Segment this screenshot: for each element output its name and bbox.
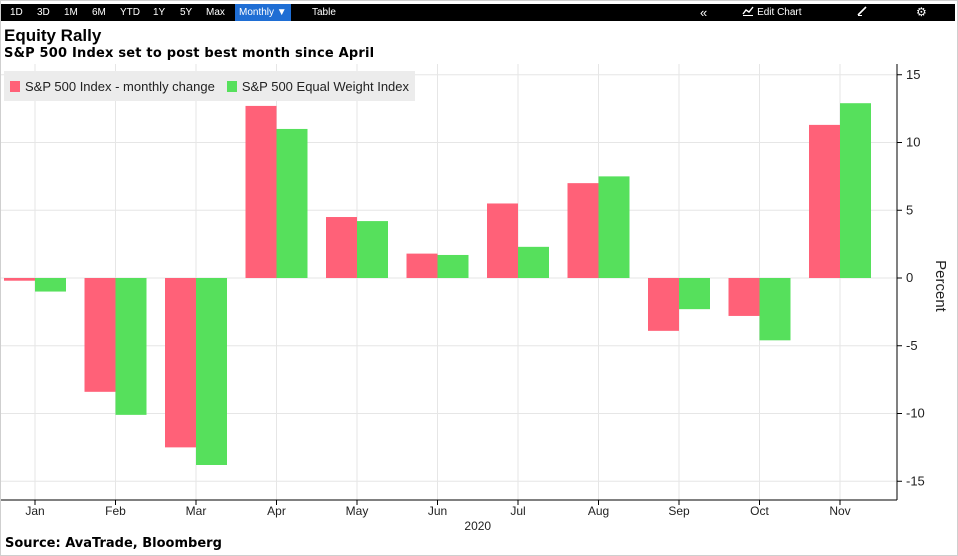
y-tick-label: 15	[906, 67, 920, 82]
bar-sp500-apr	[245, 105, 277, 278]
legend-swatch-equal-weight	[226, 80, 237, 92]
bar-sp500-jan	[4, 278, 35, 281]
collapse-icon[interactable]: «	[700, 5, 708, 20]
range-ytd-button[interactable]: YTD	[120, 7, 140, 18]
x-tick-label: Sep	[668, 504, 690, 518]
chart-title: Equity Rally	[4, 26, 102, 45]
y-tick-label: -5	[906, 338, 918, 353]
annotate-icon[interactable]	[857, 4, 867, 21]
chart-edit-icon	[742, 6, 754, 16]
range-1m-button[interactable]: 1M	[64, 7, 78, 18]
bar-equal-weight-aug	[598, 176, 630, 278]
legend-label-equal-weight: S&P 500 Equal Weight Index	[241, 78, 410, 94]
x-axis-year-label: 2020	[464, 519, 491, 533]
x-tick-label: Feb	[105, 504, 126, 518]
x-tick-label: Nov	[829, 504, 850, 518]
range-1y-button[interactable]: 1Y	[153, 7, 166, 18]
bar-equal-weight-oct	[759, 278, 791, 341]
bar-equal-weight-may	[357, 221, 388, 278]
range-max-button[interactable]: Max	[206, 7, 225, 18]
y-tick-label: 10	[906, 135, 920, 150]
bar-equal-weight-jun	[437, 254, 469, 278]
bar-equal-weight-mar	[196, 278, 227, 465]
bar-equal-weight-nov	[840, 103, 871, 278]
x-tick-label: Jan	[25, 504, 44, 518]
legend-swatch-sp500	[10, 80, 20, 92]
source-note: Source: AvaTrade, Bloomberg	[5, 536, 222, 551]
x-tick-label: Aug	[588, 504, 609, 518]
bar-sp500-jul	[487, 203, 518, 278]
chart-legend[interactable]: S&P 500 Index - monthly change S&P 500 E…	[4, 71, 416, 101]
bar-sp500-sep	[648, 278, 679, 331]
range-6m-button[interactable]: 6M	[92, 7, 106, 18]
x-tick-label: May	[346, 504, 369, 518]
bar-sp500-nov	[809, 124, 840, 278]
legend-item-sp500[interactable]: S&P 500 Index - monthly change	[10, 79, 215, 94]
table-button[interactable]: Table	[312, 7, 336, 18]
x-tick-label: Mar	[186, 504, 207, 518]
chart-subtitle: S&P 500 Index set to post best month sin…	[4, 46, 375, 61]
bar-sp500-aug	[567, 183, 599, 278]
edit-chart-label: Edit Chart	[757, 7, 802, 18]
y-tick-label: 0	[906, 270, 913, 285]
bar-sp500-feb	[84, 278, 116, 392]
y-axis-label: Percent	[932, 260, 949, 313]
bar-sp500-mar	[165, 278, 196, 448]
legend-item-equal-weight[interactable]: S&P 500 Equal Weight Index	[226, 78, 410, 94]
range-5y-button[interactable]: 5Y	[180, 7, 193, 18]
x-tick-label: Apr	[267, 504, 286, 518]
legend-label-sp500: S&P 500 Index - monthly change	[25, 78, 215, 94]
frequency-dropdown[interactable]: Monthly ▼	[235, 4, 291, 21]
bar-sp500-jun	[406, 253, 438, 278]
bar-equal-weight-jan	[35, 278, 66, 292]
bar-equal-weight-apr	[276, 128, 308, 278]
x-tick-label: Jul	[510, 504, 525, 518]
gear-icon[interactable]: ⚙	[916, 5, 927, 19]
range-3d-button[interactable]: 3D	[37, 7, 50, 18]
bar-equal-weight-feb	[115, 278, 147, 415]
x-tick-label: Oct	[750, 504, 769, 518]
range-1d-button[interactable]: 1D	[10, 7, 23, 18]
bar-sp500-may	[326, 217, 357, 278]
chart-toolbar: 1D 3D 1M 6M YTD 1Y 5Y Max Monthly ▼ Tabl…	[1, 4, 955, 21]
y-tick-label: -10	[906, 406, 925, 421]
bar-equal-weight-jul	[518, 246, 549, 278]
x-tick-label: Jun	[428, 504, 447, 518]
bar-sp500-oct	[728, 278, 760, 316]
bar-equal-weight-sep	[679, 278, 710, 310]
y-tick-label: -15	[906, 473, 925, 488]
y-tick-label: 5	[906, 202, 913, 217]
edit-chart-button[interactable]: Edit Chart	[742, 4, 802, 21]
